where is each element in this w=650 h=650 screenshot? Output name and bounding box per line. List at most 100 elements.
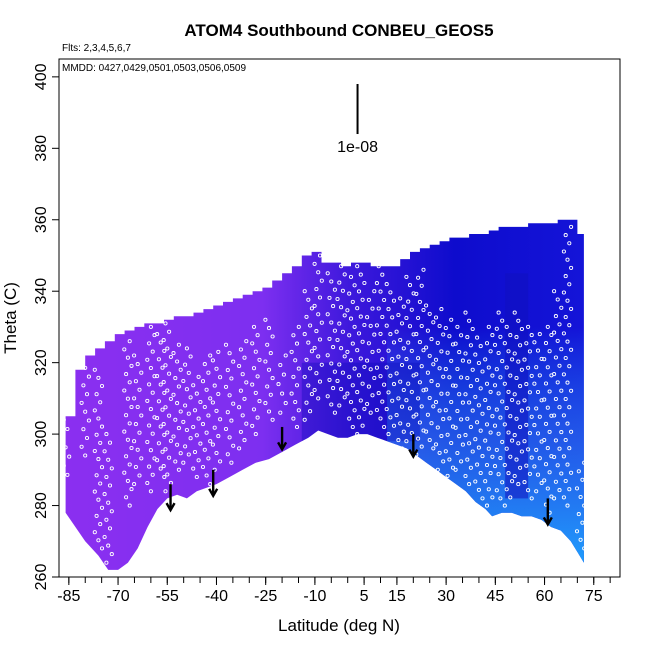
observation-point <box>86 418 91 423</box>
observation-point <box>510 397 515 403</box>
observation-point <box>388 415 393 420</box>
observation-point <box>384 282 389 287</box>
observation-point <box>186 411 191 416</box>
observation-point <box>281 372 286 377</box>
observation-point <box>92 489 97 494</box>
observation-point <box>168 354 173 359</box>
observation-point <box>212 467 217 472</box>
observation-point <box>163 447 168 452</box>
observation-point <box>435 467 440 472</box>
observation-point <box>316 396 321 401</box>
observation-point <box>553 355 558 360</box>
observation-point <box>417 299 422 304</box>
observation-point <box>104 474 109 480</box>
observation-point <box>155 332 160 337</box>
observation-point <box>547 470 552 475</box>
observation-point <box>483 397 488 403</box>
observation-point <box>484 341 490 346</box>
observation-point <box>470 408 475 413</box>
observation-point <box>127 503 132 508</box>
observation-point <box>176 467 181 472</box>
observation-point <box>449 482 454 487</box>
observation-point <box>419 444 424 449</box>
observation-point <box>132 439 137 444</box>
observation-point <box>441 332 446 337</box>
observation-point <box>563 274 568 279</box>
observation-point <box>411 332 416 337</box>
observation-point <box>496 350 501 356</box>
observation-point <box>291 374 296 379</box>
x-tick-label: -85 <box>57 588 80 605</box>
observation-point <box>419 404 424 409</box>
descent-arrow-head <box>208 488 219 499</box>
observation-point <box>478 344 483 349</box>
observation-point <box>374 281 379 286</box>
observation-point <box>329 361 334 366</box>
observation-point <box>223 384 229 389</box>
observation-point <box>569 470 574 475</box>
observation-point <box>331 304 336 309</box>
observation-point <box>404 357 409 362</box>
observation-point <box>419 364 424 369</box>
observation-point <box>421 348 426 353</box>
descent-arrows <box>165 426 553 527</box>
observation-point <box>127 421 132 426</box>
observation-point <box>516 441 521 446</box>
observation-point <box>478 470 483 476</box>
observation-point <box>549 494 554 499</box>
observation-point <box>399 446 405 451</box>
observation-point <box>99 465 105 470</box>
observation-point <box>366 384 371 389</box>
observation-point <box>483 479 488 484</box>
y-tick-label: 380 <box>33 135 50 162</box>
observation-point <box>502 341 507 346</box>
observation-point <box>555 463 560 468</box>
observation-point <box>314 371 319 376</box>
observation-point <box>502 422 507 427</box>
observation-point <box>565 298 570 303</box>
chart-title: ATOM4 Southbound CONBEU_GEOS5 <box>184 21 493 40</box>
observation-point <box>102 534 107 540</box>
observation-point <box>494 447 499 452</box>
observation-point <box>549 332 554 338</box>
observation-point <box>416 396 421 401</box>
observation-point <box>486 446 491 451</box>
observation-point <box>569 306 574 311</box>
observation-point <box>358 356 363 361</box>
observation-point <box>425 370 430 375</box>
observation-point <box>319 320 324 325</box>
observation-point <box>365 401 370 407</box>
observation-point <box>212 425 217 430</box>
observation-point <box>527 431 532 436</box>
observation-point <box>532 423 537 428</box>
observation-point <box>263 359 268 364</box>
observation-point <box>490 414 495 419</box>
observation-point <box>339 387 344 392</box>
observation-point <box>476 445 481 450</box>
observation-point <box>508 333 513 338</box>
observation-point <box>188 436 193 441</box>
observation-point <box>208 482 213 487</box>
observation-point <box>484 381 490 386</box>
observation-point <box>155 374 160 379</box>
observation-point <box>549 413 554 418</box>
observation-point <box>342 272 347 277</box>
observation-point <box>445 350 450 355</box>
observation-point <box>152 374 157 379</box>
observation-point <box>370 349 375 354</box>
observation-point <box>167 413 172 418</box>
observation-point <box>569 347 574 352</box>
observation-point <box>306 383 311 388</box>
observation-point <box>578 494 583 500</box>
observation-point <box>506 471 511 476</box>
observation-point <box>231 401 236 406</box>
observation-point <box>196 458 201 463</box>
plot-area <box>59 84 587 570</box>
observation-point <box>580 477 585 482</box>
observation-point <box>467 400 472 405</box>
observation-point <box>386 307 391 312</box>
observation-point <box>394 371 399 376</box>
observation-point <box>368 410 373 415</box>
observation-point <box>450 465 456 470</box>
observation-point <box>316 270 321 275</box>
